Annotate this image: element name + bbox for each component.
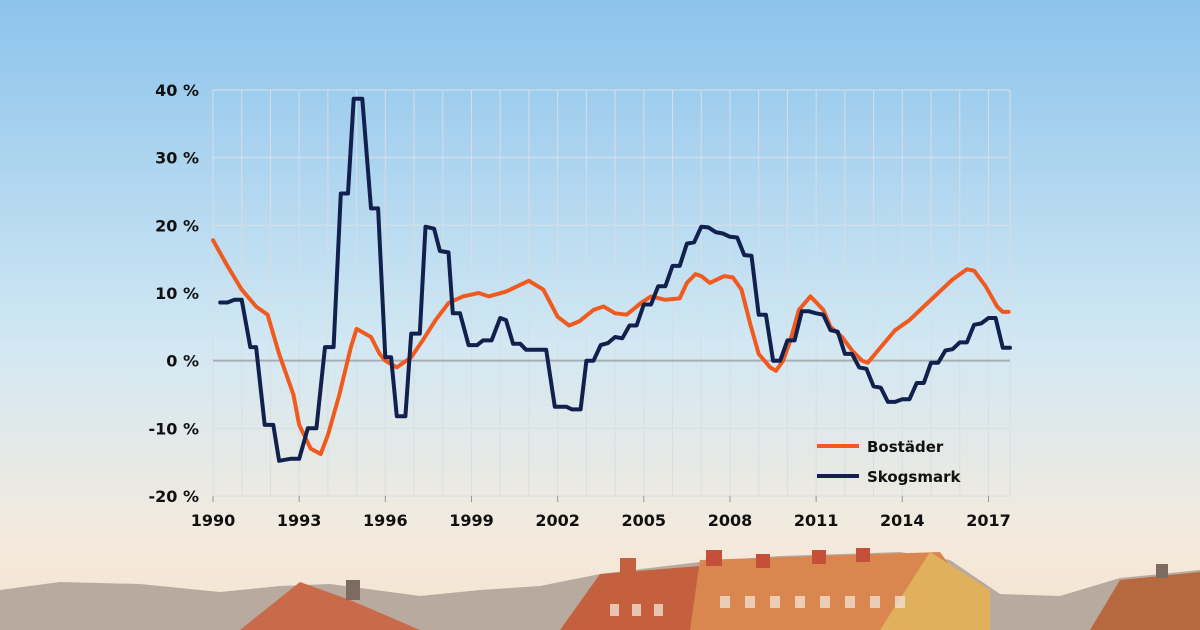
chart-legend: Bostäder Skogsmark [817, 438, 961, 486]
y-tick-label: -20 % [148, 487, 199, 506]
x-tick-label: 2002 [535, 511, 580, 530]
x-tick-label: 1990 [191, 511, 236, 530]
x-tick-label: 2017 [966, 511, 1011, 530]
y-tick-label: 20 % [155, 216, 199, 235]
x-tick-label: 2011 [794, 511, 839, 530]
y-tick-label: -10 % [148, 419, 199, 438]
x-tick-label: 1993 [277, 511, 322, 530]
x-tick-label: 2005 [622, 511, 667, 530]
x-tick-label: 2014 [880, 511, 925, 530]
chart-series [211, 96, 1012, 463]
x-tick-label: 2008 [708, 511, 753, 530]
y-tick-label: 0 % [166, 352, 199, 371]
x-tick-label: 1996 [363, 511, 408, 530]
series-line-bost-der [211, 238, 1011, 456]
series-line-skogsmark [218, 96, 1012, 463]
y-tick-label: 10 % [155, 284, 199, 303]
chart-grid [212, 89, 1011, 497]
y-tick-label: 30 % [155, 149, 199, 168]
legend-label: Skogsmark [867, 468, 961, 486]
y-axis-ticks: 40 % 30 % 20 % 10 % 0 % -10 % -20 % [148, 81, 199, 506]
x-axis-ticks: 1990 1993 1996 1999 2002 2005 2008 2011 2014 2017 [191, 496, 1011, 530]
rooftops-illustration [0, 548, 1200, 630]
x-tick-label: 1999 [449, 511, 494, 530]
legend-label: Bostäder [867, 438, 944, 456]
y-tick-label: 40 % [155, 81, 199, 100]
